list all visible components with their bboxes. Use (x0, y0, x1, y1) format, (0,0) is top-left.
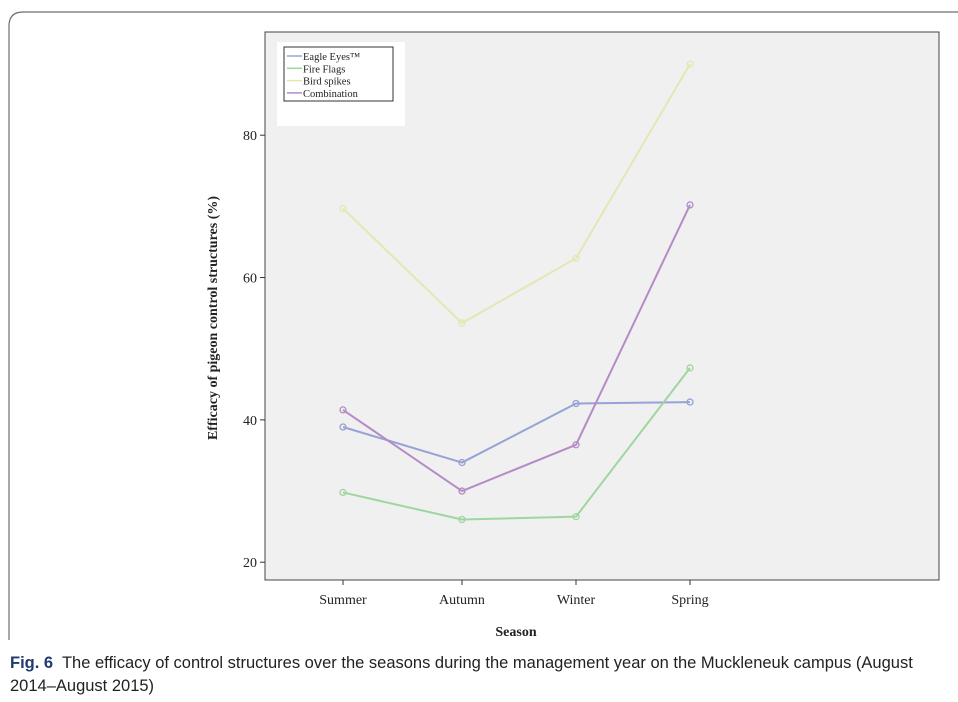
axes: 20 40 60 80 Summer Autumn Winter Spring (243, 129, 709, 608)
series-group (339, 60, 694, 327)
figure-label: Fig. 6 (10, 654, 54, 672)
legend-label: Combination (303, 89, 359, 100)
data-point (572, 441, 580, 449)
data-point (458, 458, 466, 467)
series-line (342, 204, 691, 493)
x-tick-label: Winter (557, 593, 596, 608)
data-point (686, 201, 694, 209)
legend-label: Fire Flags (303, 64, 345, 75)
data-point (572, 254, 580, 262)
y-axis-label: Efficacy of pigeon control structures (%… (206, 196, 221, 440)
series-group (339, 398, 694, 467)
legend-box (283, 46, 394, 102)
data-point (458, 487, 466, 495)
series-group (339, 201, 694, 495)
y-tick-label: 60 (243, 272, 257, 287)
series-line (342, 367, 691, 521)
x-axis-label: Season (495, 625, 536, 640)
data-point (572, 513, 580, 521)
figure-caption: Fig. 6 The efficacy of control structure… (10, 652, 950, 698)
y-tick-label: 40 (243, 414, 257, 429)
series-line (342, 63, 691, 325)
y-tick-label: 20 (243, 556, 257, 571)
y-tick-label: 80 (243, 129, 257, 144)
data-point (339, 423, 347, 431)
x-tick-label: Autumn (439, 593, 485, 608)
x-tick-label: Summer (319, 593, 367, 608)
data-point (572, 399, 580, 408)
data-point (339, 204, 347, 213)
figure-panel-border (8, 11, 958, 640)
data-point (339, 488, 347, 497)
data-point (686, 60, 694, 68)
series-layer (339, 60, 694, 524)
series-line (342, 401, 691, 464)
legend-label: Bird spikes (303, 77, 351, 88)
x-tick-label: Spring (671, 593, 708, 608)
data-point (458, 515, 466, 524)
data-point (458, 319, 466, 327)
data-point (339, 406, 347, 414)
data-point (686, 364, 694, 372)
figure-caption-text: The efficacy of control structures over … (10, 654, 913, 695)
legend-label: Eagle Eyes™ (303, 52, 360, 63)
data-point (686, 398, 694, 406)
series-group (339, 364, 694, 524)
